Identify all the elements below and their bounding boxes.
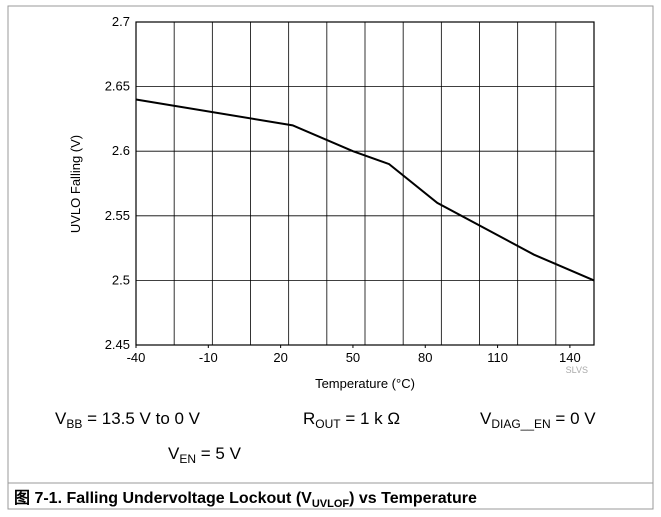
y-tick-label: 2.45 <box>105 337 130 352</box>
y-tick-label: 2.55 <box>105 208 130 223</box>
frame <box>7 5 654 510</box>
condition: VDIAG__EN = 0 V <box>480 409 596 431</box>
x-tick-label: 20 <box>273 350 287 365</box>
condition-rest: = 13.5 V to 0 V <box>82 409 200 428</box>
x-tick-label: -40 <box>127 350 146 365</box>
condition: VEN = 5 V <box>168 444 242 466</box>
condition-main: V <box>480 409 492 428</box>
watermark: SLVS <box>566 365 588 375</box>
condition-sub: OUT <box>315 417 341 431</box>
condition: ROUT = 1 k Ω <box>303 409 400 431</box>
x-tick-label: 140 <box>559 350 581 365</box>
condition-rest: = 5 V <box>196 444 242 463</box>
y-axis-label: UVLO Falling (V) <box>68 135 83 233</box>
condition-main: V <box>168 444 180 463</box>
x-tick-label: 110 <box>487 350 508 365</box>
y-tick-label: 2.5 <box>112 272 130 287</box>
caption: 图 7-1. Falling Undervoltage Lockout (VUV… <box>14 489 477 510</box>
x-tick-label: 50 <box>346 350 360 365</box>
condition-sub: BB <box>66 417 82 431</box>
condition-rest: = 0 V <box>551 409 597 428</box>
caption-rest: ) vs Temperature <box>349 490 477 507</box>
plot-border <box>135 21 595 346</box>
x-tick-label: -10 <box>199 350 218 365</box>
caption-main: 图 7-1. Falling Undervoltage Lockout (V <box>14 489 312 507</box>
condition-main: V <box>55 409 67 428</box>
caption-sub: UVLOF <box>312 498 350 510</box>
y-tick-label: 2.7 <box>112 14 130 29</box>
y-tick-label: 2.65 <box>105 79 130 94</box>
condition-sub: DIAG__EN <box>491 417 550 431</box>
condition-sub: EN <box>179 452 196 466</box>
condition: VBB = 13.5 V to 0 V <box>55 409 201 431</box>
x-axis-label: Temperature (°C) <box>315 376 415 391</box>
y-tick-label: 2.6 <box>112 143 130 158</box>
data-line <box>135 98 595 282</box>
condition-rest: = 1 k Ω <box>341 409 400 428</box>
condition-main: R <box>303 409 315 428</box>
x-tick-label: 80 <box>418 350 432 365</box>
